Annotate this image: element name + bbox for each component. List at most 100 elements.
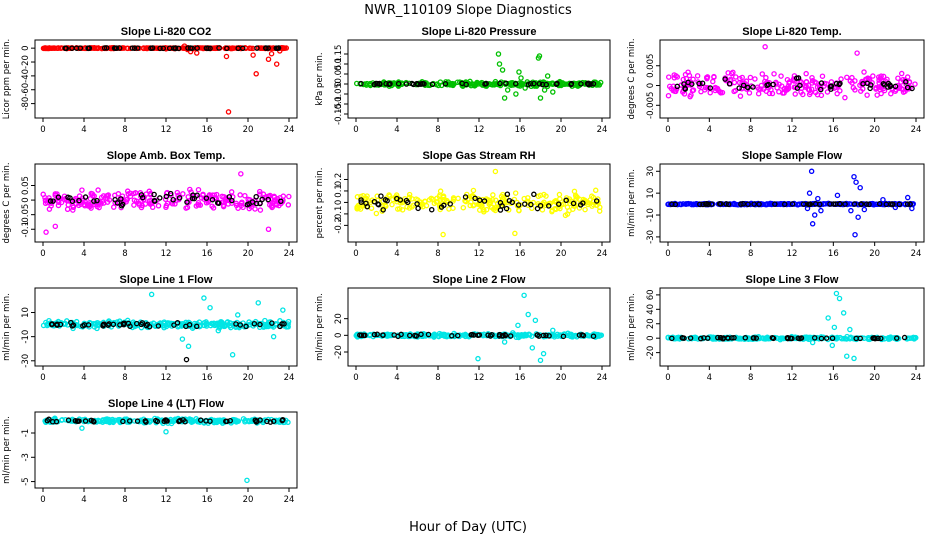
data-point — [688, 92, 694, 98]
data-point — [265, 56, 272, 62]
data-point — [870, 73, 876, 79]
data-point — [582, 206, 588, 213]
x-tick-label: 0 — [40, 249, 45, 259]
data-point — [388, 332, 395, 339]
data-point — [225, 109, 232, 115]
data-point — [389, 201, 395, 208]
x-tick-label: 16 — [515, 249, 526, 259]
data-point — [809, 80, 815, 86]
data-point — [830, 201, 837, 207]
data-point — [898, 70, 905, 77]
data-point — [268, 50, 275, 57]
data-point — [513, 80, 519, 87]
data-point — [875, 84, 882, 90]
x-tick-label: 8 — [748, 249, 753, 259]
data-point — [235, 45, 241, 52]
data-point — [136, 418, 143, 424]
points-group — [40, 291, 292, 363]
x-tick-label: 12 — [474, 373, 485, 383]
data-point — [223, 53, 230, 60]
data-point — [126, 418, 133, 424]
data-point — [855, 214, 861, 220]
data-point — [542, 202, 549, 209]
data-point — [769, 201, 776, 207]
x-tick-label: 0 — [40, 495, 45, 505]
data-point — [811, 335, 818, 341]
data-point — [112, 199, 118, 206]
data-point — [203, 195, 210, 201]
x-tick-label: 8 — [122, 373, 127, 383]
data-point — [475, 355, 481, 362]
data-point — [409, 196, 415, 202]
data-point — [207, 304, 213, 311]
data-point — [853, 179, 859, 185]
data-point — [536, 53, 543, 59]
data-point — [395, 80, 402, 87]
data-point — [489, 197, 496, 203]
data-point — [778, 335, 784, 341]
data-point — [672, 201, 679, 208]
data-point — [815, 195, 821, 202]
y-tick-label: 0.1 — [334, 57, 344, 71]
data-point — [873, 85, 879, 91]
data-point — [124, 45, 131, 52]
data-point — [374, 331, 380, 338]
data-point — [515, 322, 521, 329]
data-point — [878, 335, 884, 342]
panel-title: Slope Sample Flow — [742, 150, 843, 162]
data-point — [224, 45, 230, 52]
data-point — [534, 332, 541, 338]
data-point — [437, 188, 444, 194]
data-point — [184, 204, 191, 211]
data-point — [143, 322, 150, 329]
data-point — [541, 191, 547, 198]
data-point — [285, 202, 292, 208]
x-tick-label: 16 — [202, 125, 213, 135]
data-point — [838, 76, 844, 82]
y-tick-label: 0.05 — [334, 65, 344, 84]
data-point — [183, 323, 189, 330]
x-tick-label: 16 — [515, 373, 526, 383]
data-point — [368, 205, 375, 211]
data-point — [386, 193, 393, 199]
plot-frame — [347, 287, 611, 367]
data-point — [759, 335, 766, 341]
data-point — [495, 51, 502, 57]
x-tick-label: 20 — [556, 249, 567, 259]
data-point — [53, 418, 60, 425]
data-point — [220, 202, 227, 209]
data-point — [462, 333, 469, 340]
data-point — [125, 320, 132, 327]
panel-4: Slope Amb. Box Temp. degrees C per min. 0 4… — [2, 150, 298, 259]
x-tick-label: 24 — [597, 125, 608, 135]
data-point — [596, 82, 602, 88]
data-point — [450, 195, 457, 201]
panel-title: Slope Li-820 CO2 — [121, 26, 211, 38]
data-point — [116, 45, 123, 51]
x-tick-label: 16 — [828, 373, 839, 383]
data-point — [490, 192, 496, 198]
data-point — [844, 353, 850, 359]
data-point — [157, 45, 163, 52]
data-point — [438, 204, 445, 210]
data-point — [494, 200, 501, 207]
data-point — [163, 429, 169, 435]
data-point — [909, 205, 915, 212]
data-point — [844, 201, 851, 208]
points-group — [354, 168, 603, 238]
figure-title: NWR_110109 Slope Diagnostics — [364, 3, 572, 18]
data-point — [125, 191, 131, 197]
points-group — [665, 290, 919, 362]
data-point — [174, 320, 181, 326]
data-point — [818, 207, 824, 214]
data-point — [577, 202, 584, 208]
x-tick-label: 24 — [284, 373, 295, 383]
data-point — [773, 81, 780, 87]
data-point — [124, 188, 131, 194]
data-point — [257, 200, 263, 207]
data-point — [851, 173, 857, 180]
data-point — [265, 226, 272, 232]
data-point — [131, 197, 138, 203]
data-point — [105, 192, 112, 198]
data-point — [501, 194, 507, 201]
